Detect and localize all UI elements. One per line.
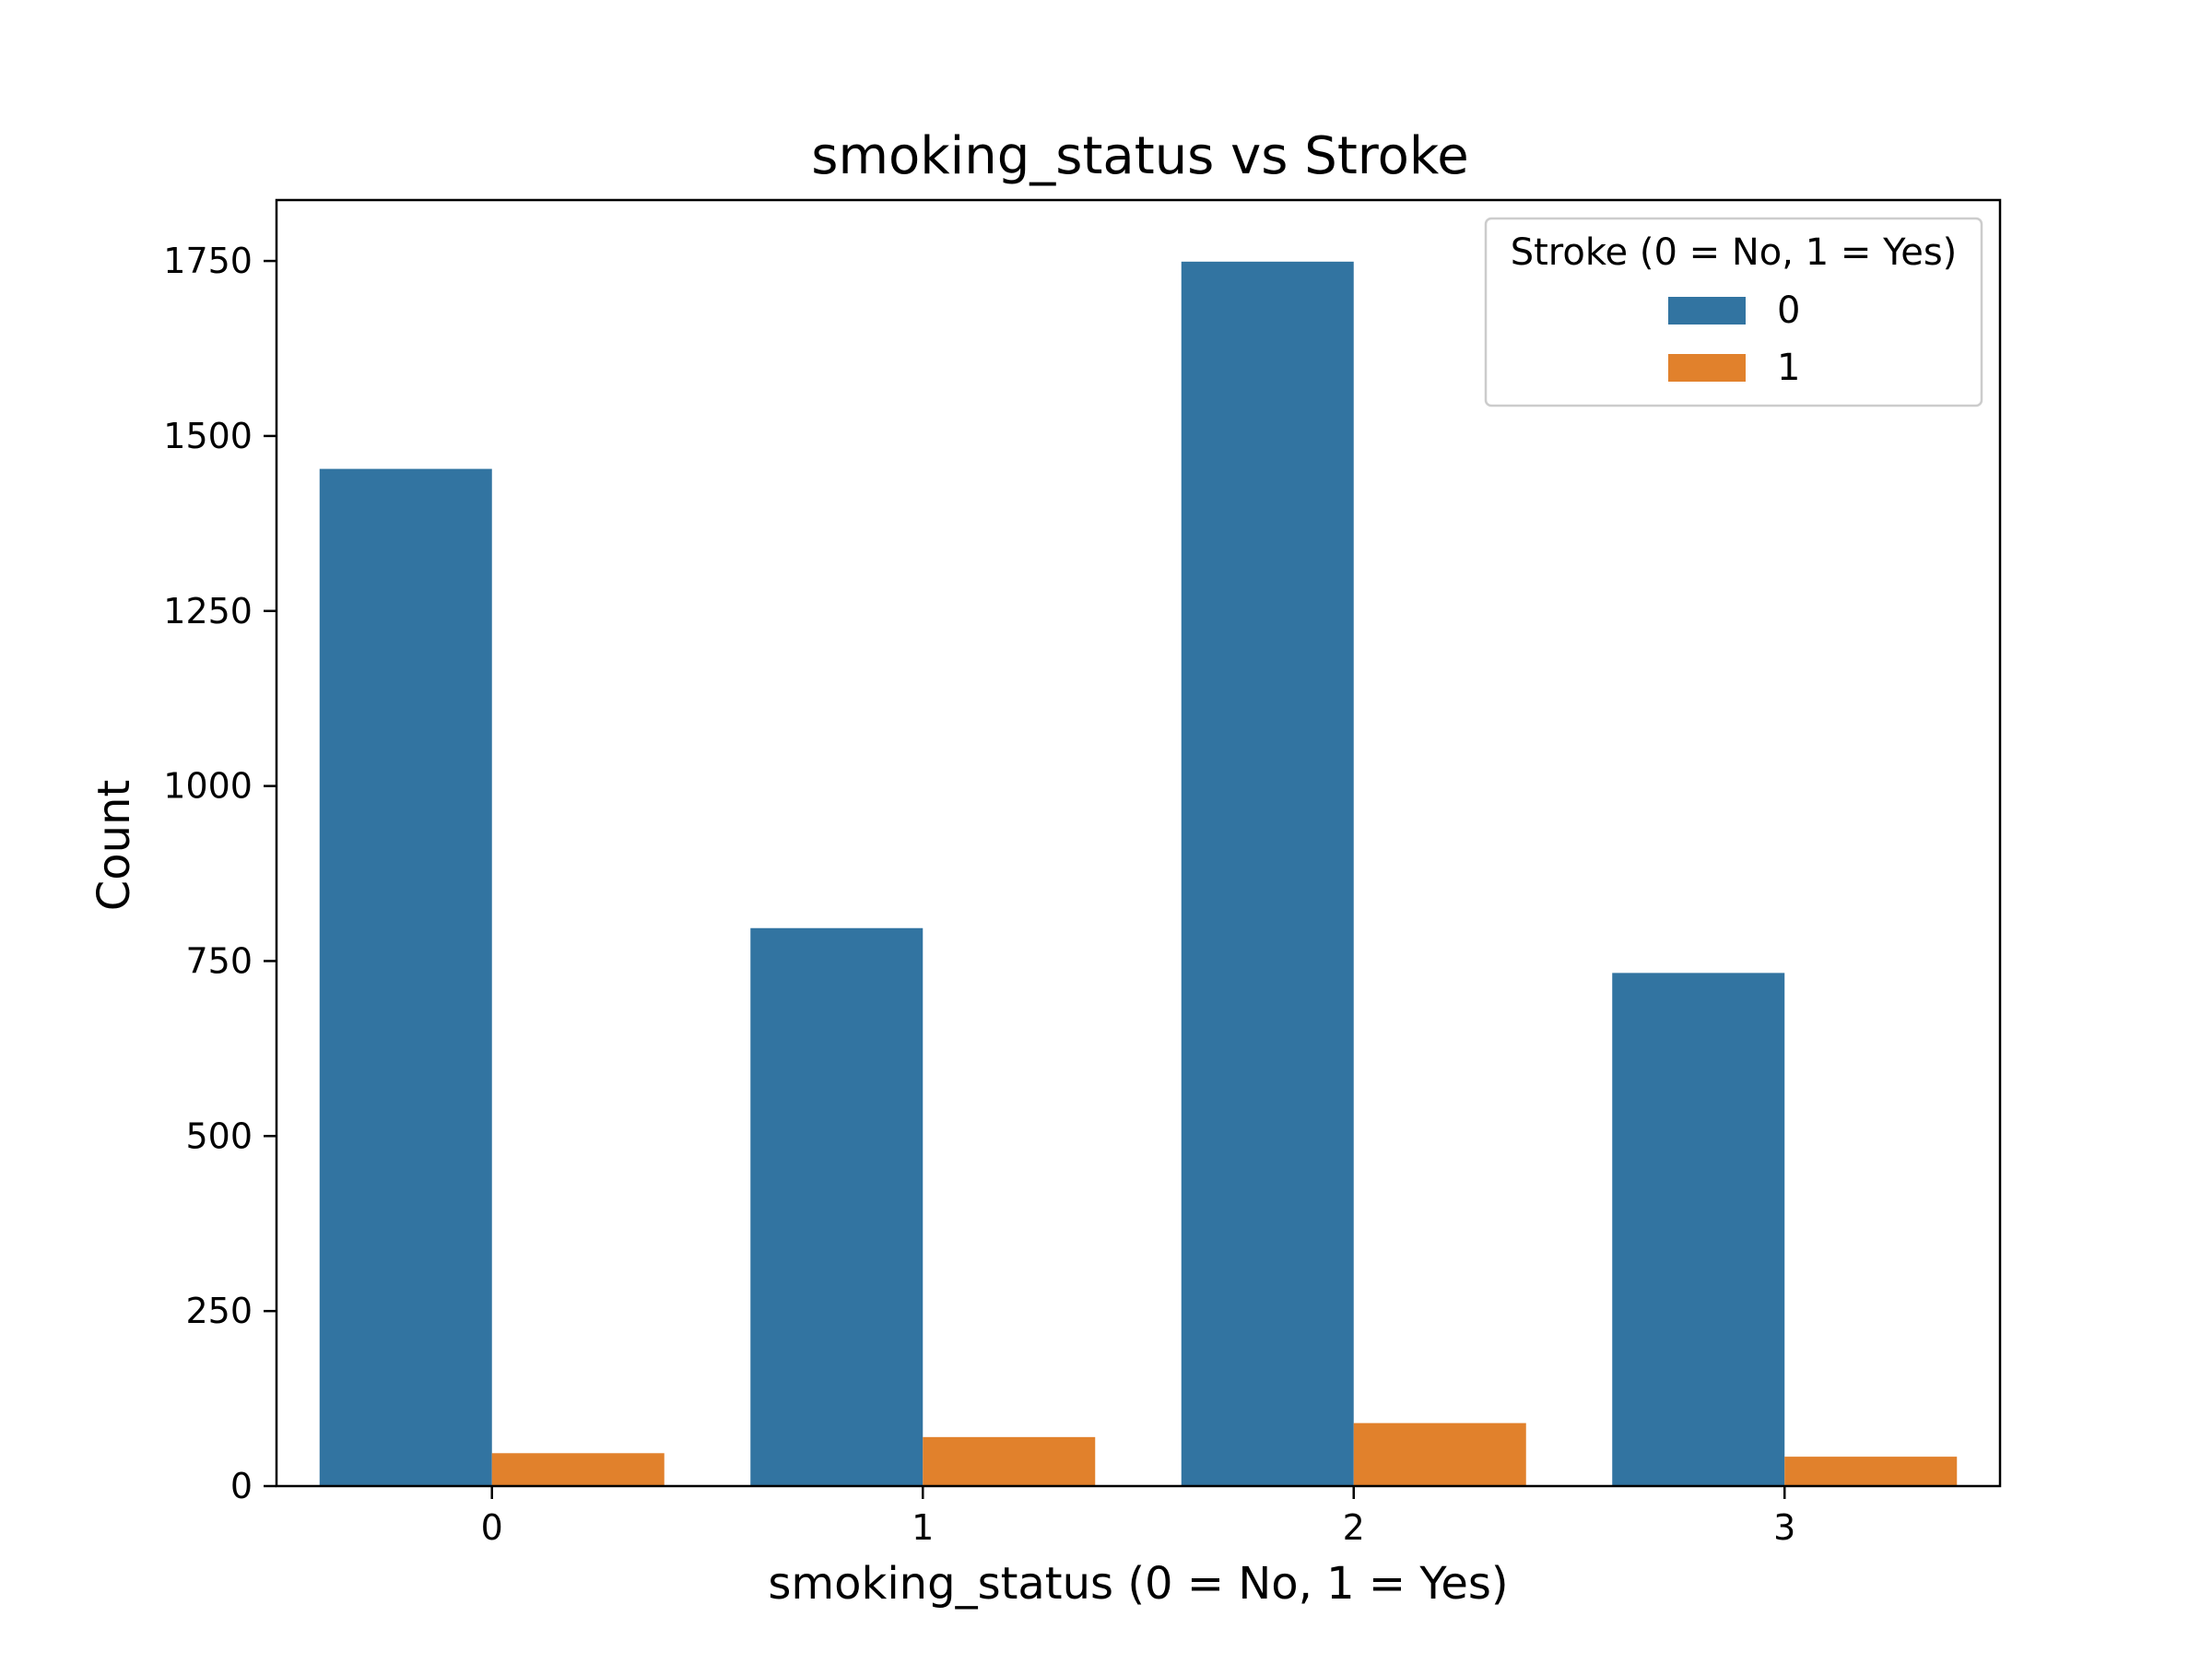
y-tick-label: 750 (185, 940, 253, 981)
legend: Stroke (0 = No, 1 = Yes) 0 1 (1484, 217, 1983, 407)
bar-series-0-category-1 (750, 927, 924, 1486)
legend-title: Stroke (0 = No, 1 = Yes) (1511, 231, 1958, 274)
bars-layer (319, 261, 1958, 1487)
bar-series-1-category-2 (1353, 1422, 1526, 1486)
bar-series-0-category-3 (1612, 973, 1785, 1486)
bar-series-1-category-0 (491, 1453, 665, 1486)
legend-label-series-1: 1 (1777, 347, 1800, 389)
y-axis-label: Count (88, 780, 140, 912)
legend-swatch-series-0 (1668, 297, 1746, 325)
y-tick-label: 250 (185, 1291, 253, 1331)
bar-series-0-category-0 (319, 468, 492, 1487)
y-tick-label: 1500 (163, 416, 253, 456)
x-tick-label: 3 (1773, 1507, 1795, 1548)
y-tick-label: 1250 (163, 591, 253, 631)
y-tick-label: 0 (230, 1466, 253, 1506)
x-tick-label: 0 (481, 1507, 503, 1548)
x-tick-label: 2 (1343, 1507, 1365, 1548)
x-tick-label: 1 (912, 1507, 934, 1548)
x-axis-ticks: 0 1 2 3 (481, 1486, 1795, 1548)
bar-series-1-category-1 (923, 1436, 1096, 1486)
x-axis-label: smoking_status (0 = No, 1 = Yes) (768, 1558, 1508, 1610)
chart-title: smoking_status vs Stroke (811, 126, 1468, 186)
y-tick-label: 500 (185, 1115, 253, 1156)
y-axis-ticks: 0 250 500 750 1000 1250 1500 1750 (163, 241, 276, 1506)
plot-area-frame (275, 198, 2002, 1488)
bar-series-1-category-3 (1784, 1457, 1958, 1486)
legend-label-series-0: 0 (1777, 289, 1800, 332)
bar-series-0-category-2 (1181, 261, 1354, 1486)
y-tick-label: 1750 (163, 241, 253, 281)
y-tick-label: 1000 (163, 766, 253, 807)
legend-swatch-series-1 (1668, 354, 1746, 382)
